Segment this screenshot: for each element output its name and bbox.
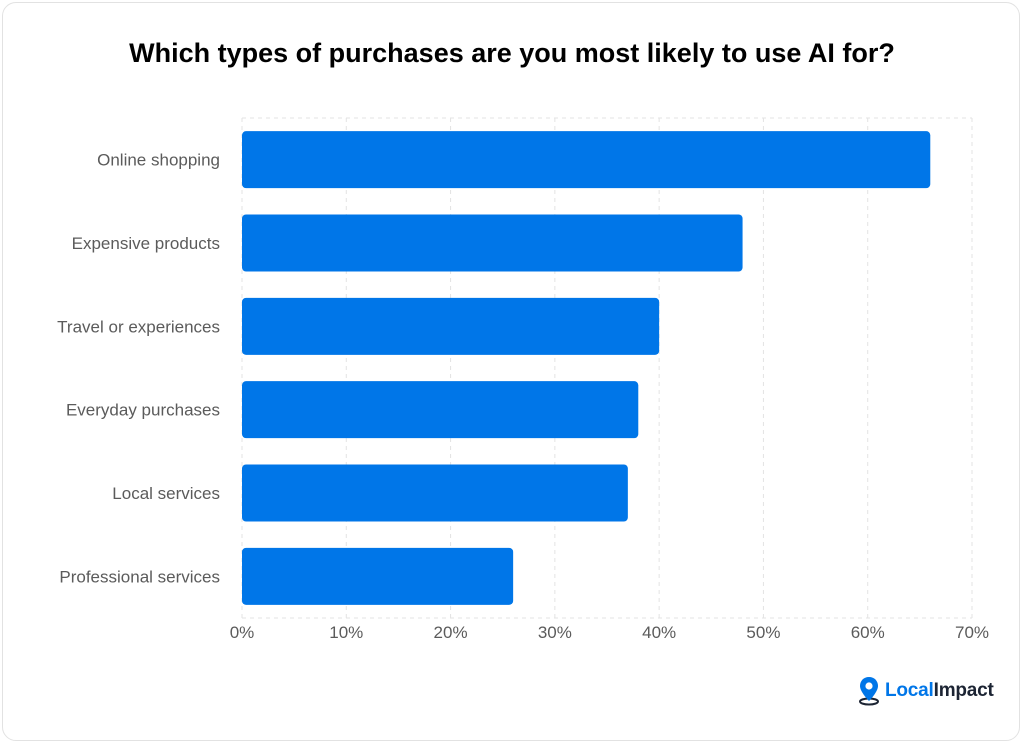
category-label: Local services [112,484,220,503]
brand-name-local: Local [885,680,934,701]
brand-name-impact: Impact [933,680,994,701]
category-label: Professional services [59,567,220,586]
x-axis-tick-labels: 0% 10% 20% 30% 40% 50% 60% 70% [230,623,989,642]
x-tick-label: 70% [955,623,989,642]
x-tick-label: 0% [230,623,255,642]
bar [242,381,639,439]
x-tick-label: 20% [434,623,468,642]
chart-title: Which types of purchases are you most li… [129,38,895,68]
x-tick-label: 40% [642,623,676,642]
category-label: Travel or experiences [57,317,220,336]
category-label: Online shopping [97,151,220,170]
bar [242,464,628,522]
bar [242,297,660,355]
x-tick-label: 30% [538,623,572,642]
bar [242,547,514,605]
location-pin-icon [859,677,879,706]
x-tick-label: 10% [329,623,363,642]
brand-logo: LocalImpact [858,676,994,706]
grid-lines [241,117,973,619]
brand-name: LocalImpact [885,680,994,702]
bar [242,131,931,189]
category-label: Everyday purchases [66,401,220,420]
bar [242,214,743,272]
category-label: Expensive products [72,234,220,253]
category-labels: Online shopping Expensive products Travel … [57,151,220,587]
x-tick-label: 60% [851,623,885,642]
x-tick-label: 50% [746,623,780,642]
bars [242,131,931,605]
